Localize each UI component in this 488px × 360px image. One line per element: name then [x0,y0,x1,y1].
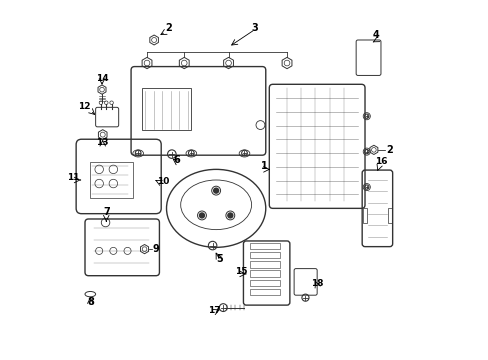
Text: 10: 10 [157,176,169,185]
Text: 3: 3 [251,23,258,33]
Bar [90,162,133,198]
Bar [249,289,279,295]
Text: 13: 13 [96,138,109,147]
Text: 16: 16 [374,157,386,166]
Bar [249,270,279,277]
Text: 12: 12 [78,102,90,111]
Bar [249,243,279,249]
Text: 7: 7 [102,207,109,217]
Text: 2: 2 [386,145,392,155]
Text: 5: 5 [216,253,223,264]
Text: 14: 14 [96,74,108,83]
Text: 4: 4 [371,30,378,40]
Bar [249,252,279,258]
Text: 18: 18 [310,279,323,288]
Text: 9: 9 [152,244,159,254]
Text: 6: 6 [173,155,180,165]
Bar [387,208,391,222]
Circle shape [213,188,218,193]
Bar [249,280,279,286]
Text: 11: 11 [67,173,80,182]
Circle shape [199,213,204,218]
Text: 15: 15 [234,267,247,276]
Text: 8: 8 [87,297,94,307]
Text: 17: 17 [207,306,220,315]
Bar [363,208,366,222]
Text: 1: 1 [260,161,267,171]
Text: 2: 2 [164,23,171,33]
Circle shape [227,213,232,218]
Bar [142,88,191,130]
Bar [249,261,279,267]
